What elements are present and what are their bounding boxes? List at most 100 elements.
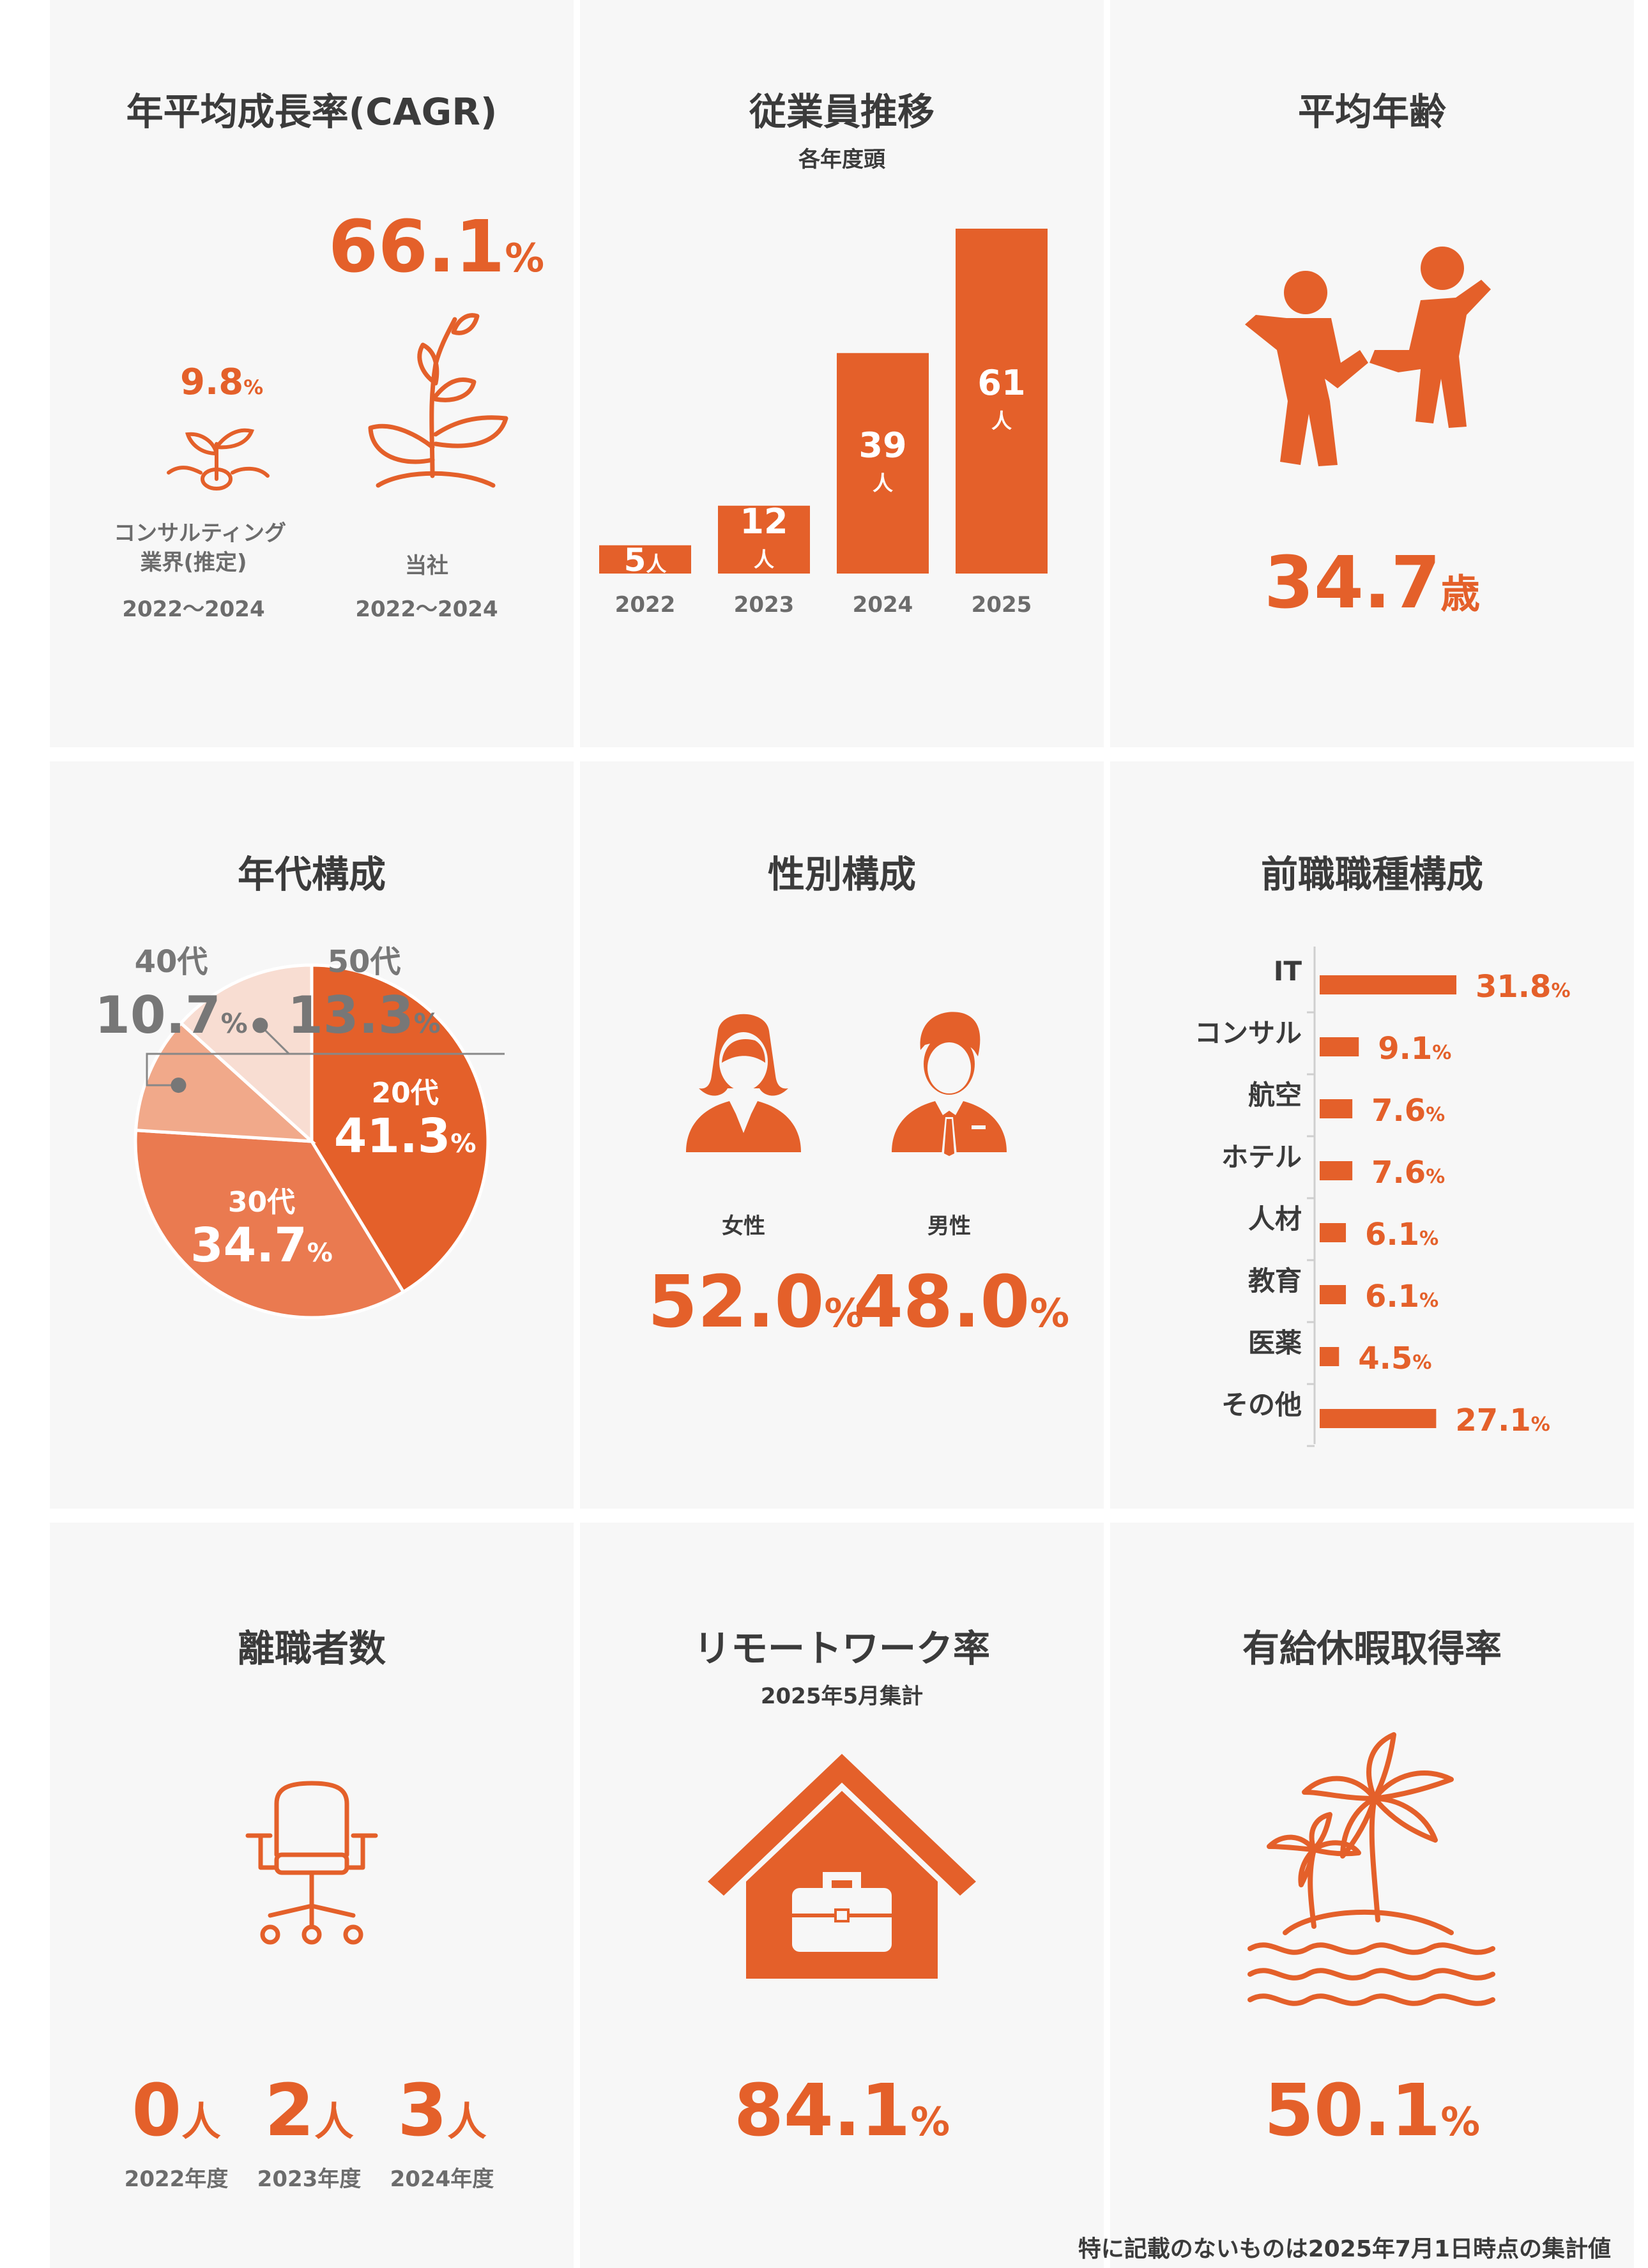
value-label-教育: 6.1%: [1365, 1279, 1438, 1314]
industry-label: コンサルティング 業界(推定): [114, 521, 286, 575]
bar-2024: [837, 353, 929, 574]
employees-title: 従業員推移: [749, 90, 935, 133]
prev-job-title: 前職職種構成: [1260, 853, 1483, 896]
bar-2022: [599, 545, 691, 574]
age-comp-title: 年代構成: [237, 853, 386, 896]
employees-bar-chart: 2022 5人 2023 12 人 2024 39 人 2025 61 人: [599, 229, 1048, 618]
outside-value-40代: 10.7%: [95, 986, 247, 1045]
slice-value-30代: 34.7%: [190, 1218, 333, 1273]
remote-title: リモートワーク率: [693, 1627, 990, 1670]
turnover-2023-year: 2023年度: [257, 2166, 362, 2192]
leave-title: 有給休暇取得率: [1242, 1627, 1502, 1670]
value-label-人材: 6.1%: [1365, 1217, 1438, 1252]
data-unit-2023: 人: [754, 547, 774, 572]
cagr-title: 年平均成長率(CAGR): [126, 90, 498, 133]
category-label-人材: 人材: [1248, 1203, 1302, 1235]
remote-value: 84.1%: [733, 2069, 950, 2152]
value-label-医薬: 4.5%: [1358, 1341, 1431, 1376]
female-value: 52.0%: [648, 1261, 864, 1344]
category-label-ホテル: ホテル: [1221, 1141, 1302, 1173]
slice-label-30代: 30代: [228, 1186, 295, 1219]
category-label-航空: 航空: [1248, 1079, 1302, 1111]
value-label-ホテル: 7.6%: [1371, 1155, 1445, 1191]
house-briefcase-icon: [708, 1754, 976, 1979]
turnover-2024-value: 3人: [397, 2069, 487, 2152]
tick-label-2022: 2022: [615, 592, 676, 618]
leave-value: 50.1%: [1263, 2069, 1481, 2152]
data-label-2023: 12: [740, 501, 788, 542]
pie-slice-40代: [134, 1021, 316, 1143]
value-label-コンサル: 9.1%: [1378, 1031, 1451, 1067]
turnover-2024-year: 2024年度: [390, 2166, 494, 2192]
category-label-医薬: 医薬: [1248, 1327, 1302, 1359]
turnover-2023-value: 2人: [264, 2069, 354, 2152]
outside-value-50代: 13.3%: [287, 986, 440, 1045]
sprout-icon: [167, 428, 270, 491]
female-label: 女性: [722, 1214, 765, 1239]
employees-panel: 従業員推移 各年度頭 2022 5人 2023 12 人 2024 39 人 2025 61 人: [580, 0, 1104, 747]
data-label-2025: 61: [977, 363, 1025, 403]
turnover-panel: 離職者数 0人 2人 3人 2022年度 2023年度 2024年度: [50, 1523, 574, 2268]
hbar-教育: [1320, 1285, 1347, 1304]
category-label-その他: その他: [1221, 1389, 1302, 1420]
hbar-IT: [1320, 975, 1456, 994]
gender-panel: 性別構成 女性 男性 52.0% 48.0%: [580, 761, 1104, 1509]
cagr-panel: 年平均成長率(CAGR) 66.1% 9.8% コンサルティング 業界(推定) 当…: [50, 0, 574, 747]
footnote: 特に記載のないものは2025年7月1日時点の集計値: [1078, 2236, 1611, 2262]
hbar-医薬: [1320, 1347, 1339, 1366]
data-label-2022: 5人: [624, 542, 667, 579]
remote-subtitle: 2025年5月集計: [760, 1684, 924, 1709]
remote-panel: リモートワーク率 2025年5月集計 84.1%: [580, 1523, 1104, 2268]
avg-age-panel: 平均年齢 34.7歳: [1110, 0, 1634, 747]
pie-slice-30代: [134, 1129, 406, 1320]
leader-line-50代: [259, 1024, 505, 1055]
avg-age-title: 平均年齢: [1297, 90, 1446, 133]
hbar-人材: [1320, 1223, 1347, 1242]
leader-dot-50代: [252, 1017, 268, 1033]
turnover-2022-value: 0人: [132, 2069, 221, 2152]
category-label-教育: 教育: [1248, 1265, 1302, 1297]
man-icon: [892, 1012, 1007, 1159]
plant-icon: [368, 313, 508, 488]
tick-label-2024: 2024: [853, 592, 913, 618]
prev-job-bar-chart: IT 31.8% コンサル 9.1% 航空 7.6% ホテル 7.6% 人材 6.1% 教育 6.1%…: [1194, 947, 1571, 1447]
people-dancing-icon: [1245, 247, 1491, 466]
leader-line-40代: [146, 1053, 302, 1086]
pie-slice-20代: [310, 963, 490, 1295]
industry-cagr-value: 9.8%: [180, 362, 264, 403]
value-label-その他: 27.1%: [1455, 1403, 1550, 1438]
male-value: 48.0%: [853, 1261, 1070, 1344]
slice-label-20代: 20代: [372, 1077, 439, 1109]
company-label: 当社: [405, 553, 448, 579]
office-chair-icon: [245, 1781, 378, 1945]
outside-label-50代: 50代: [328, 944, 401, 980]
data-label-2024: 39: [858, 425, 906, 465]
turnover-title: 離職者数: [237, 1627, 386, 1670]
category-label-コンサル: コンサル: [1194, 1017, 1302, 1049]
hbar-ホテル: [1320, 1161, 1353, 1180]
category-label-IT: IT: [1274, 955, 1302, 987]
island-palm-icon: [1247, 1732, 1495, 2006]
avg-age-value: 34.7歳: [1264, 542, 1480, 625]
value-label-IT: 31.8%: [1476, 969, 1571, 1005]
company-period: 2022〜2024: [355, 597, 498, 622]
slice-value-20代: 41.3%: [334, 1109, 477, 1164]
turnover-2022-year: 2022年度: [124, 2166, 229, 2192]
hbar-その他: [1320, 1409, 1437, 1428]
age-comp-panel: 年代構成 20代 41.3% 30代 34.7% 40代 10.7% 50代 13.3%: [50, 761, 574, 1509]
hbar-コンサル: [1320, 1037, 1359, 1056]
tick-label-2025: 2025: [972, 592, 1032, 618]
male-label: 男性: [927, 1214, 971, 1239]
leave-panel: 有給休暇取得率 50.1%: [1110, 1523, 1634, 2268]
employees-subtitle: 各年度頭: [798, 147, 885, 172]
industry-period: 2022〜2024: [122, 597, 265, 622]
bar-2023: [718, 505, 810, 574]
prev-job-panel: 前職職種構成 IT 31.8% コンサル 9.1% 航空 7.6% ホテル 7.6% 人材 6.1…: [1110, 761, 1634, 1509]
value-label-航空: 7.6%: [1371, 1093, 1445, 1129]
data-unit-2024: 人: [873, 471, 893, 495]
tick-label-2023: 2023: [734, 592, 795, 618]
company-cagr-value: 66.1%: [328, 206, 545, 289]
bar-2025: [956, 229, 1048, 574]
gender-title: 性別構成: [767, 853, 916, 896]
